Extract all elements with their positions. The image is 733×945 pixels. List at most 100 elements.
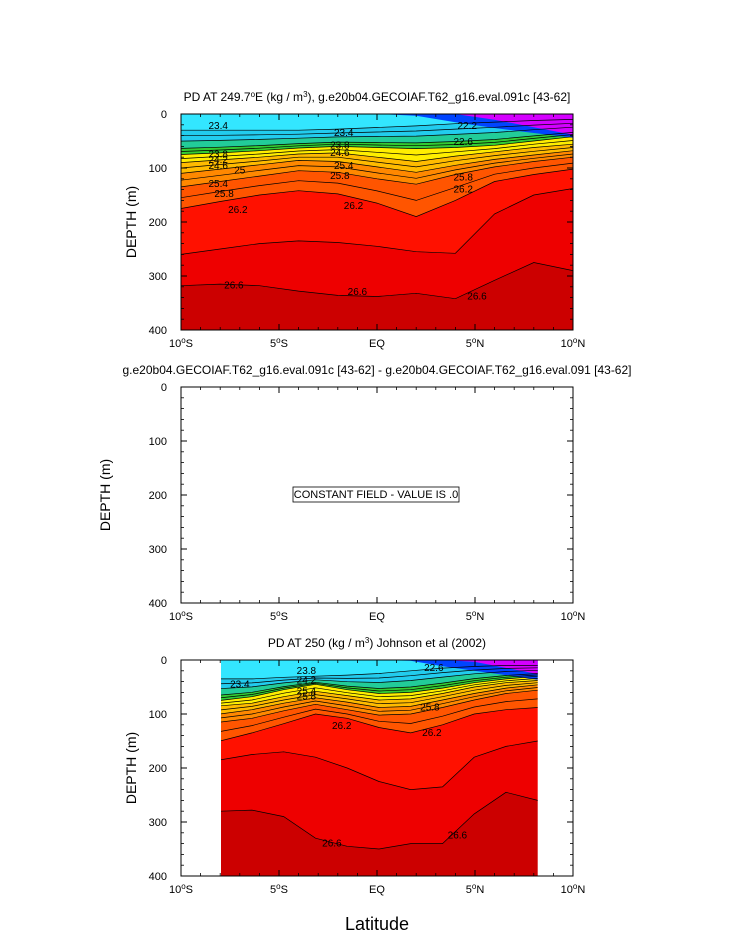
x-tick-label: EQ	[369, 611, 385, 623]
isopycnal-line	[221, 684, 538, 715]
contour-label: 22.6	[453, 137, 473, 148]
isopycnal-line	[221, 675, 538, 701]
panel-2-ylabel: DEPTH (m)	[97, 459, 113, 531]
isopycnal-line	[221, 740, 538, 790]
density-band-26.2-26.4	[221, 707, 538, 790]
isopycnal-line	[181, 134, 573, 152]
isopycnal-line	[181, 143, 573, 163]
contour-label: 23.8	[330, 140, 350, 151]
y-tick-label: 200	[149, 763, 167, 775]
density-band-25.0-25.4	[181, 144, 573, 174]
contour-label: 26.6	[348, 287, 368, 298]
contour-label: 24.6	[330, 148, 350, 159]
contour-label: 22.6	[424, 663, 444, 674]
contour-label: 26.6	[322, 839, 342, 850]
isopycnal-line	[221, 689, 538, 723]
isopycnal-line	[181, 168, 573, 217]
isopycnal-line	[181, 188, 573, 255]
y-tick-label: 0	[161, 382, 167, 394]
y-tick-label: 0	[161, 655, 167, 667]
y-tick-label: 100	[149, 163, 167, 175]
x-tick-label: 10oN	[561, 609, 586, 624]
contour-label: 23.4	[208, 121, 228, 132]
contour-label: 24.6	[208, 161, 228, 172]
contour-label: 26.2	[332, 721, 352, 732]
isopycnal-line	[181, 262, 573, 300]
x-tick-label: 5oS	[270, 336, 288, 351]
panel-1-ylabel: DEPTH (m)	[123, 186, 139, 258]
isopycnal-line	[221, 791, 538, 850]
panel-2-title: g.e20b04.GECOIAF.T62_g16.eval.091c [43-6…	[123, 363, 632, 377]
x-tick-label: 10oN	[561, 336, 586, 351]
x-tick-label: EQ	[369, 338, 385, 350]
y-tick-label: 100	[149, 436, 167, 448]
contour-label: 22.2	[457, 121, 477, 132]
y-tick-label: 400	[149, 871, 167, 883]
y-tick-label: 300	[149, 817, 167, 829]
panel-3-ticks: 10oS 5oS EQ 5oN 10oN 0 100 200 300 400	[149, 655, 586, 896]
panel-3-title: PD AT 250 (kg / m3) Johnson et al (2002)	[268, 636, 486, 651]
x-tick-label: 10oS	[169, 336, 193, 351]
y-tick-label: 0	[161, 109, 167, 121]
panel-3-contour-labels: 23.423.824.225.425.826.226.222.625.826.6…	[230, 663, 468, 850]
panel-1-title: PD AT 249.7oE (kg / m3), g.e20b04.GECOIA…	[184, 90, 571, 105]
density-band-26.4-26.6	[181, 188, 573, 299]
contour-label: 25	[234, 166, 246, 177]
isopycnal-line	[221, 669, 538, 689]
isopycnal-line	[221, 682, 538, 711]
contour-label: 26.6	[448, 831, 468, 842]
x-axis-label: Latitude	[345, 914, 409, 934]
contour-label: 25.8	[214, 189, 234, 200]
panel-2-ticks: 10oS 5oS EQ 5oN 10oN 0 100 200 300 400	[149, 382, 586, 623]
x-tick-label: 5oN	[466, 609, 485, 624]
density-band-26.2-26.4	[181, 169, 573, 255]
x-tick-label: 5oS	[270, 882, 288, 897]
x-tick-label: 5oS	[270, 609, 288, 624]
y-tick-label: 100	[149, 709, 167, 721]
isopycnal-line	[221, 665, 538, 680]
density-band-24.6-25.0	[181, 136, 573, 163]
contour-label: 24.2	[208, 155, 228, 166]
density-band-light-north	[221, 660, 538, 680]
isopycnal-line	[221, 674, 538, 699]
isopycnal-line	[181, 162, 573, 201]
isopycnal-line	[181, 147, 573, 169]
contour-label: 24.2	[297, 676, 317, 687]
density-band-26.4-26.6	[221, 741, 538, 849]
y-tick-label: 300	[149, 544, 167, 556]
x-tick-label: 5oN	[466, 882, 485, 897]
contour-label: 23.4	[230, 679, 250, 690]
contour-label: 26.2	[422, 728, 442, 739]
panel-1-ticks: 10oS 5oS EQ 5oN 10oN 0 100 200 300 400	[149, 109, 586, 350]
density-band-below-26.6	[181, 262, 573, 330]
isopycnal-line	[221, 678, 538, 704]
contour-label: 26.2	[344, 201, 364, 212]
contour-label: 25.8	[420, 703, 440, 714]
y-tick-label: 300	[149, 271, 167, 283]
isopycnal-line	[181, 150, 573, 174]
constant-field-annotation: CONSTANT FIELD - VALUE IS .0	[294, 489, 458, 501]
isopycnal-line	[181, 132, 573, 149]
isopycnal-line	[181, 126, 573, 142]
panel-1-contour-field	[181, 114, 573, 330]
density-band-24.2-24.6	[181, 132, 573, 155]
contour-label: 23.4	[334, 128, 354, 139]
contour-label: 25.8	[453, 173, 473, 184]
contour-label: 25.4	[208, 179, 228, 190]
y-tick-label: 400	[149, 598, 167, 610]
isopycnal-line	[181, 140, 573, 159]
y-tick-label: 200	[149, 217, 167, 229]
contour-label: 26.2	[228, 205, 248, 216]
contour-label: 25.8	[330, 171, 350, 182]
isopycnal-line	[221, 687, 538, 719]
density-band-lightest-north	[221, 660, 538, 674]
isopycnal-line	[181, 153, 573, 181]
isopycnal-line	[181, 119, 573, 131]
isopycnal-line	[221, 667, 538, 685]
density-band-below-26.6	[221, 792, 538, 876]
density-band-25.8-26.2	[181, 157, 573, 217]
isopycnal-line	[181, 136, 573, 155]
contour-label: 25.4	[334, 161, 354, 172]
x-tick-label: 10oS	[169, 882, 193, 897]
